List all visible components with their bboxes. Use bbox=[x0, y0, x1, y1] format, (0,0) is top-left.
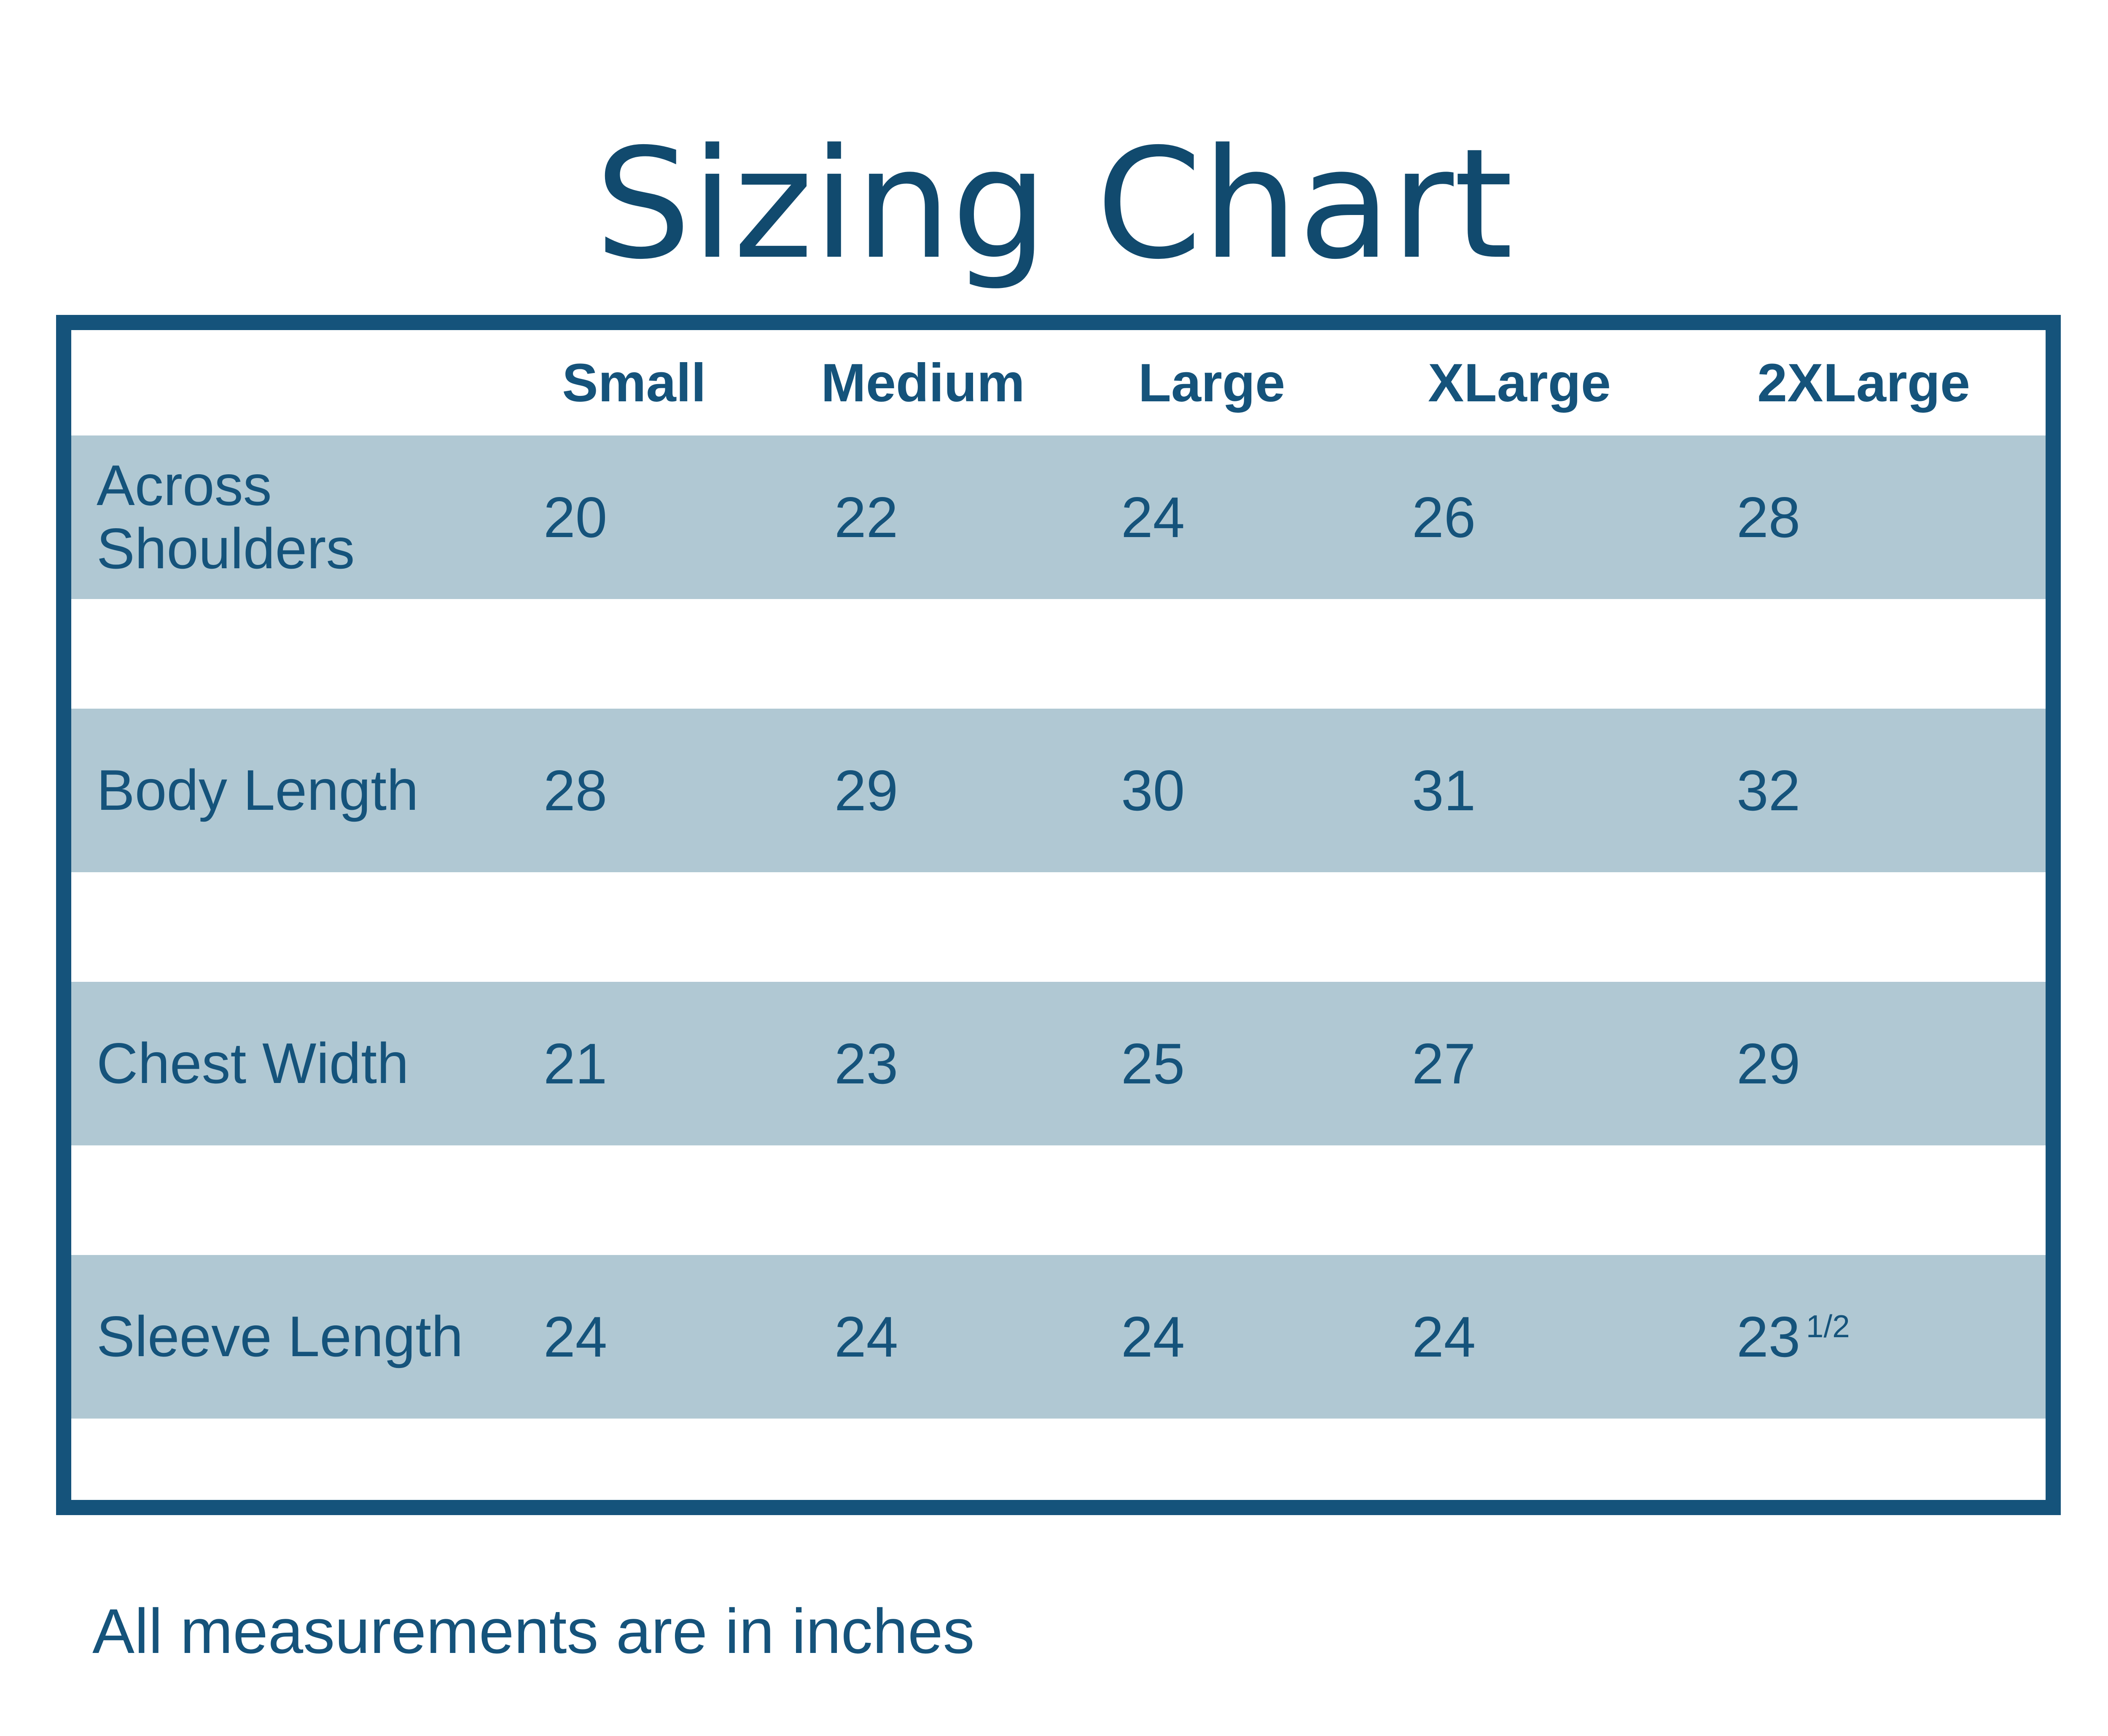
row-gap bbox=[71, 1419, 2046, 1500]
row-label: Body Length bbox=[97, 758, 419, 822]
table-cell: 31 bbox=[1412, 758, 1476, 822]
table-cell: 24 bbox=[834, 1305, 898, 1369]
table-cell: 20 bbox=[543, 485, 608, 549]
table-cell: 21 bbox=[543, 1032, 608, 1096]
table-cell: 28 bbox=[1737, 485, 1801, 549]
table-cell-value: 23 bbox=[1737, 1305, 1801, 1369]
table-cell: 29 bbox=[834, 758, 898, 822]
column-header-2xlarge: 2XLarge bbox=[1757, 352, 1971, 413]
table-cell: 25 bbox=[1121, 1032, 1185, 1096]
table-cell: 24 bbox=[1412, 1305, 1476, 1369]
table-cell: 28 bbox=[543, 758, 608, 822]
table-row-sleeve-length: Sleeve Length 24 24 24 24 23 1/2 bbox=[71, 1255, 2046, 1419]
footnote: All measurements are in inches bbox=[92, 1596, 975, 1666]
table-cell: 24 bbox=[1121, 485, 1185, 549]
table-cell: 27 bbox=[1412, 1032, 1476, 1096]
column-header-large: Large bbox=[1138, 352, 1285, 413]
column-header-xlarge: XLarge bbox=[1428, 352, 1611, 413]
row-label: Chest Width bbox=[97, 1031, 409, 1096]
sizing-table: Small Medium Large XLarge 2XLarge Across… bbox=[56, 315, 2061, 1515]
table-cell: 26 bbox=[1412, 485, 1476, 549]
table-cell: 24 bbox=[1121, 1305, 1185, 1369]
table-header-row: Small Medium Large XLarge 2XLarge bbox=[71, 330, 2046, 435]
row-label: Sleeve Length bbox=[97, 1304, 463, 1369]
table-cell: 30 bbox=[1121, 758, 1185, 822]
table-row-across-shoulders: Across Shoulders 20 22 24 26 28 bbox=[71, 435, 2046, 599]
table-cell: 32 bbox=[1737, 758, 1801, 822]
table-cell: 23 1/2 bbox=[1682, 1304, 2046, 1370]
table-row-chest-width: Chest Width 21 23 25 27 29 bbox=[71, 982, 2046, 1145]
fraction-superscript: 1/2 bbox=[1806, 1308, 1850, 1344]
column-header-small: Small bbox=[562, 352, 706, 413]
row-gap bbox=[71, 599, 2046, 709]
table-cell: 22 bbox=[834, 485, 898, 549]
column-header-medium: Medium bbox=[821, 352, 1025, 413]
table-cell: 29 bbox=[1737, 1032, 1801, 1096]
row-gap bbox=[71, 1145, 2046, 1255]
table-cell: 23 bbox=[834, 1032, 898, 1096]
row-label: Across Shoulders bbox=[97, 453, 355, 580]
table-row-body-length: Body Length 28 29 30 31 32 bbox=[71, 709, 2046, 872]
page-title: Sizing Chart bbox=[595, 116, 1513, 293]
table-cell: 24 bbox=[543, 1305, 608, 1369]
row-gap bbox=[71, 872, 2046, 982]
